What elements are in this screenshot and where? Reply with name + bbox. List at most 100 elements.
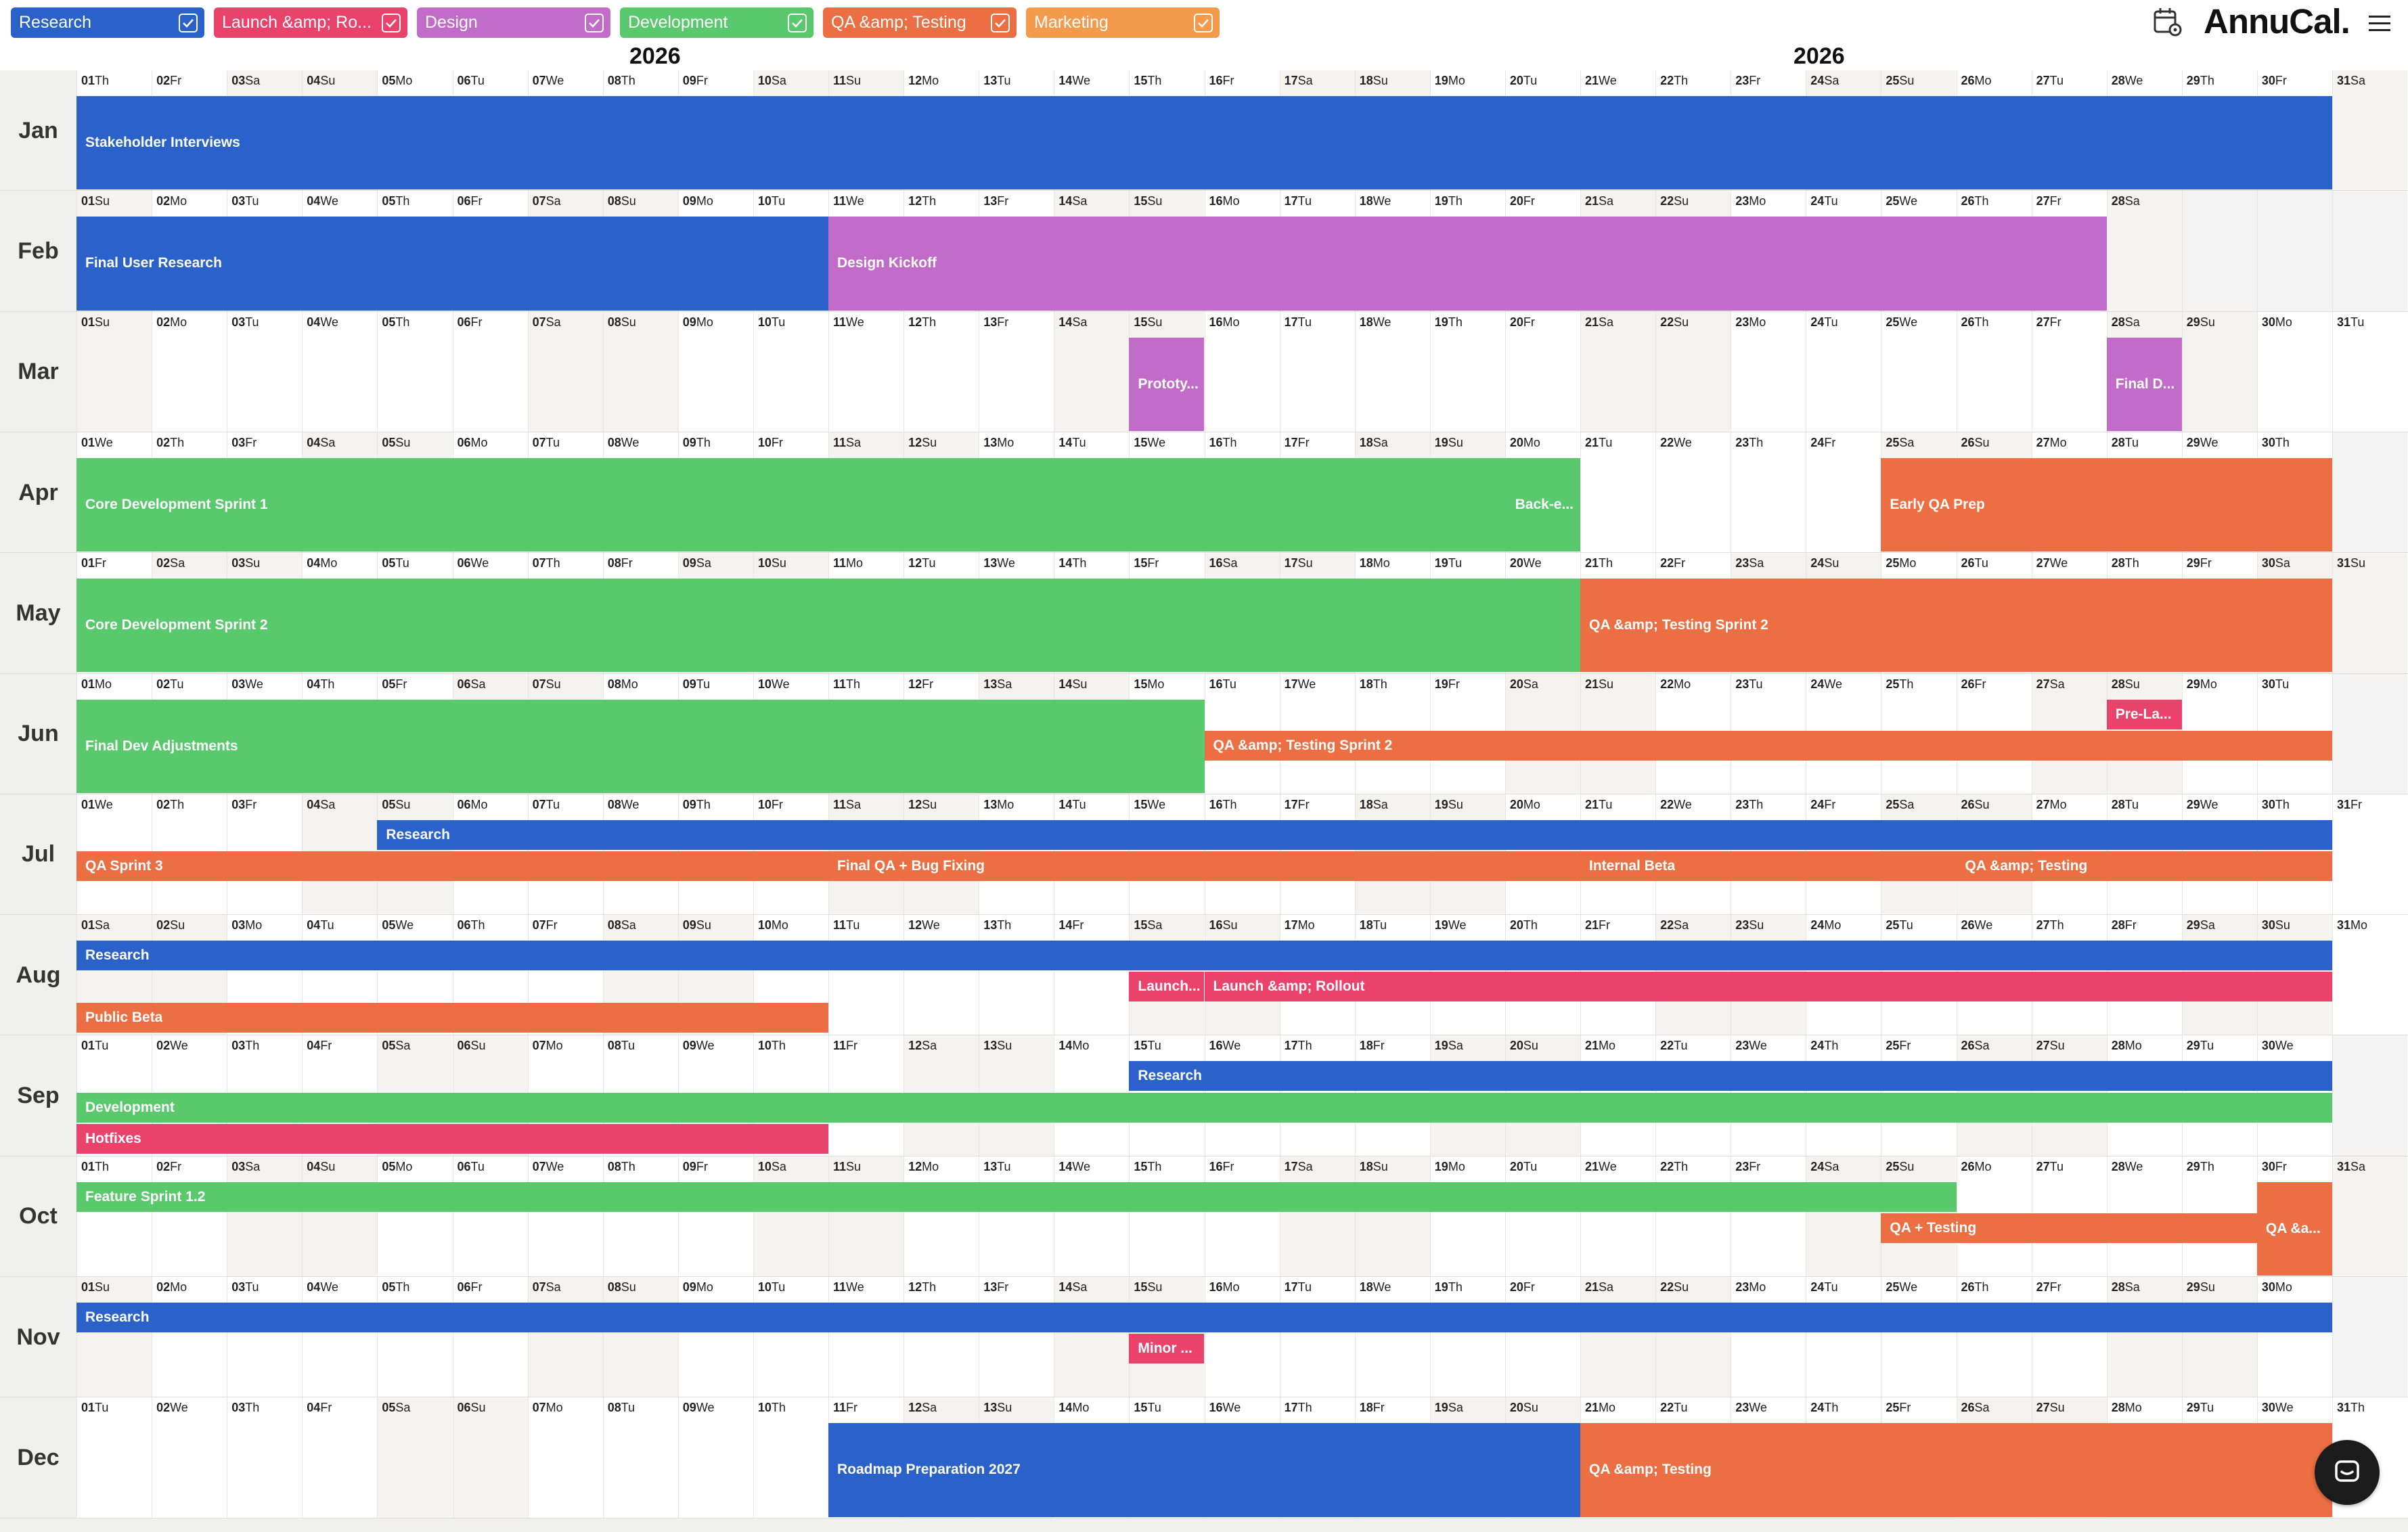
day-cell[interactable]: 19Th	[1429, 311, 1505, 432]
day-cell[interactable]: 18Su	[1354, 1156, 1430, 1277]
event-bar[interactable]: QA &amp; Testing	[1956, 851, 2332, 881]
event-bar[interactable]: Design Kickoff	[828, 217, 2107, 311]
event-bar[interactable]: Launch &amp; Rollout	[1204, 972, 2332, 1002]
event-bar[interactable]: Launch...	[1129, 972, 1205, 1002]
day-cell[interactable]: 04Tu	[302, 915, 377, 1036]
day-cell[interactable]: 03Tu	[227, 1277, 302, 1398]
chat-support-button[interactable]	[2315, 1440, 2380, 1505]
event-bar[interactable]: Roadmap Preparation 2027	[828, 1423, 1580, 1517]
day-cell[interactable]: 20Tu	[1504, 1156, 1580, 1277]
day-cell[interactable]: 11We	[828, 311, 904, 432]
day-cell[interactable]: 28Sa	[2106, 191, 2182, 312]
day-cell[interactable]: 31Mo	[2332, 915, 2407, 1036]
day-cell[interactable]: 30Mo	[2256, 311, 2332, 432]
day-cell[interactable]: 24Sa	[1806, 1156, 1881, 1277]
day-cell[interactable]: 13Fr	[979, 311, 1054, 432]
event-bar[interactable]: Research	[377, 819, 2332, 850]
day-cell[interactable]: 23Mo	[1731, 1277, 1806, 1398]
checkbox-icon[interactable]	[788, 13, 807, 32]
day-cell[interactable]: 19Th	[1429, 1277, 1505, 1398]
day-cell[interactable]: 22Su	[1655, 1277, 1731, 1398]
day-cell[interactable]: 20Fr	[1504, 311, 1580, 432]
day-cell[interactable]: 31Sa	[2332, 70, 2408, 192]
event-bar[interactable]: QA &amp; Testing Sprint 2	[1204, 730, 2332, 761]
day-cell[interactable]: 04We	[302, 311, 377, 432]
day-cell[interactable]: 09Fr	[677, 1156, 753, 1277]
day-cell[interactable]: 30Mo	[2256, 1277, 2332, 1398]
event-bar[interactable]: Public Beta	[76, 1003, 828, 1033]
day-cell[interactable]: 02Mo	[152, 1277, 227, 1398]
event-bar[interactable]: Final User Research	[76, 217, 828, 311]
day-cell[interactable]: 05We	[377, 915, 452, 1036]
event-bar[interactable]: Research	[1129, 1061, 2332, 1091]
day-cell[interactable]: 08We	[602, 432, 678, 554]
day-cell[interactable]: 12Th	[904, 1277, 979, 1398]
day-cell[interactable]: 23Th	[1731, 432, 1806, 554]
event-bar[interactable]: Minor ...	[1129, 1334, 1205, 1364]
event-bar[interactable]: Final Dev Adjustments	[76, 699, 1205, 793]
day-cell[interactable]: 21Tu	[1580, 432, 1655, 554]
day-cell[interactable]: 25We	[1881, 1277, 1956, 1398]
day-cell[interactable]: 01Tu	[76, 1397, 152, 1518]
day-cell[interactable]: 05Sa	[377, 1397, 453, 1518]
day-cell[interactable]: 31Su	[2332, 553, 2408, 674]
day-cell[interactable]: 08Su	[602, 1277, 678, 1398]
day-cell[interactable]: 07Mo	[527, 1397, 603, 1518]
event-bar[interactable]: Final QA + Bug Fixing	[828, 851, 1580, 881]
day-cell[interactable]: 07Fr	[527, 915, 603, 1036]
day-cell[interactable]: 01We	[76, 432, 152, 554]
day-cell[interactable]: 26Th	[1956, 311, 2032, 432]
event-bar[interactable]: Stakeholder Interviews	[76, 96, 2332, 190]
day-cell[interactable]: 13Tu	[979, 1156, 1054, 1277]
day-cell[interactable]: 20Fr	[1504, 1277, 1580, 1398]
day-cell[interactable]: 09We	[677, 1397, 753, 1518]
day-cell[interactable]: 22We	[1655, 432, 1731, 554]
day-cell[interactable]: 23Mo	[1731, 311, 1806, 432]
day-cell[interactable]: 14Fr	[1054, 915, 1129, 1036]
day-cell[interactable]: 17Tu	[1279, 311, 1355, 432]
day-cell[interactable]: 01Th	[76, 1156, 152, 1277]
day-cell[interactable]: 10Tu	[753, 1277, 828, 1398]
day-cell[interactable]: 31Fr	[2332, 794, 2407, 916]
day-cell[interactable]: 06Tu	[452, 1156, 528, 1277]
day-cell[interactable]: 08Su	[602, 311, 678, 432]
day-cell[interactable]: 03Mo	[227, 915, 302, 1036]
day-cell[interactable]: 03Tu	[227, 311, 302, 432]
day-cell[interactable]: 07We	[527, 1156, 603, 1277]
day-cell[interactable]: 16Mo	[1204, 311, 1280, 432]
category-chip-5[interactable]: Marketing	[1026, 7, 1220, 38]
event-bar[interactable]: Research	[76, 941, 2332, 971]
event-bar[interactable]: QA &amp; Testing	[1580, 1423, 2332, 1517]
day-cell[interactable]: 01Su	[76, 311, 152, 432]
category-chip-0[interactable]: Research	[11, 7, 204, 38]
checkbox-icon[interactable]	[991, 13, 1010, 32]
day-cell[interactable]: 05Th	[377, 311, 452, 432]
event-bar[interactable]: Prototy...	[1129, 337, 1205, 431]
day-cell[interactable]: 25We	[1881, 311, 1956, 432]
day-cell[interactable]: 26Th	[1956, 1277, 2032, 1398]
day-cell[interactable]: 10Mo	[753, 915, 828, 1036]
day-cell[interactable]: 11We	[828, 1277, 904, 1398]
day-cell[interactable]: 16Fr	[1204, 1156, 1280, 1277]
event-bar[interactable]: QA &a...	[2256, 1181, 2332, 1276]
day-cell[interactable]: 06Th	[452, 915, 528, 1036]
day-cell[interactable]: 02Fr	[152, 1156, 227, 1277]
day-cell[interactable]: 29Su	[2181, 311, 2257, 432]
day-cell[interactable]: 03Sa	[227, 1156, 303, 1277]
day-cell[interactable]: 08Tu	[602, 1397, 678, 1518]
day-cell[interactable]: 14Sa	[1054, 1277, 1130, 1398]
day-cell[interactable]: 21Sa	[1580, 311, 1656, 432]
day-cell[interactable]: 24Tu	[1806, 1277, 1881, 1398]
day-cell[interactable]: 01Su	[76, 1277, 152, 1398]
day-cell[interactable]: 14Sa	[1054, 311, 1130, 432]
day-cell[interactable]: 17Sa	[1279, 1156, 1355, 1277]
day-cell[interactable]: 27Fr	[2031, 1277, 2107, 1398]
day-cell[interactable]: 18We	[1354, 1277, 1430, 1398]
category-chip-3[interactable]: Development	[620, 7, 813, 38]
checkbox-icon[interactable]	[585, 13, 604, 32]
day-cell[interactable]: 12Mo	[904, 1156, 979, 1277]
day-cell[interactable]: 10Th	[753, 1397, 828, 1518]
day-cell[interactable]: 16Mo	[1204, 1277, 1280, 1398]
checkbox-icon[interactable]	[1194, 13, 1213, 32]
day-cell[interactable]: 17Tu	[1279, 1277, 1355, 1398]
